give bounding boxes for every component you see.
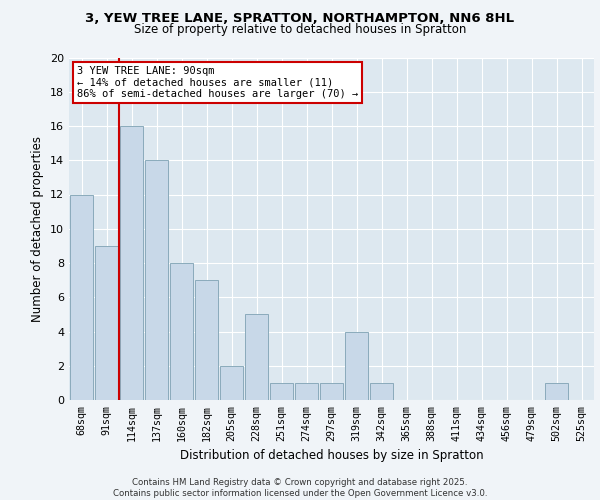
Bar	[220, 366, 244, 400]
Bar	[170, 263, 193, 400]
Bar	[344, 332, 368, 400]
Bar	[70, 194, 94, 400]
Text: 3 YEW TREE LANE: 90sqm
← 14% of detached houses are smaller (11)
86% of semi-det: 3 YEW TREE LANE: 90sqm ← 14% of detached…	[77, 66, 358, 100]
Bar	[119, 126, 143, 400]
Text: 3, YEW TREE LANE, SPRATTON, NORTHAMPTON, NN6 8HL: 3, YEW TREE LANE, SPRATTON, NORTHAMPTON,…	[85, 12, 515, 26]
Bar	[269, 383, 293, 400]
Bar	[194, 280, 218, 400]
Bar	[145, 160, 169, 400]
Bar	[245, 314, 268, 400]
Bar	[370, 383, 394, 400]
Text: Size of property relative to detached houses in Spratton: Size of property relative to detached ho…	[134, 22, 466, 36]
Bar	[320, 383, 343, 400]
Bar	[545, 383, 568, 400]
Bar	[295, 383, 319, 400]
Text: Contains HM Land Registry data © Crown copyright and database right 2025.
Contai: Contains HM Land Registry data © Crown c…	[113, 478, 487, 498]
X-axis label: Distribution of detached houses by size in Spratton: Distribution of detached houses by size …	[179, 449, 484, 462]
Y-axis label: Number of detached properties: Number of detached properties	[31, 136, 44, 322]
Bar	[95, 246, 118, 400]
